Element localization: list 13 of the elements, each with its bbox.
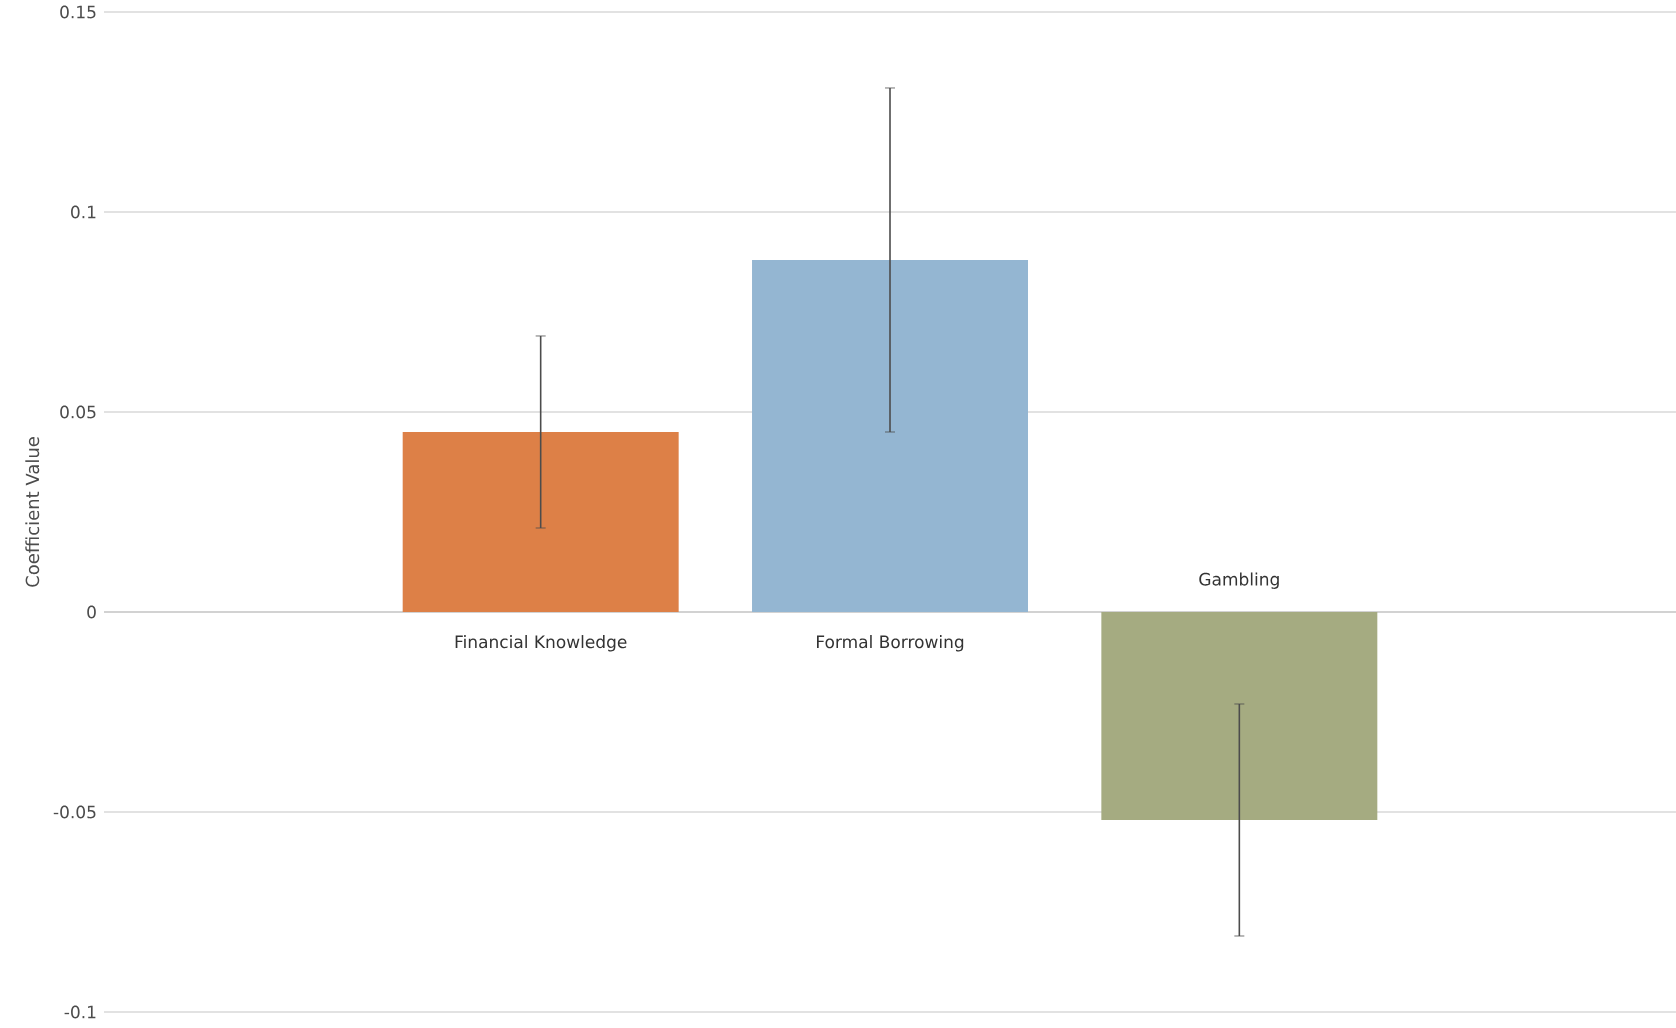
- y-tick-label: -0.1: [64, 1005, 96, 1019]
- x-tick-label: Gambling: [1199, 572, 1279, 589]
- y-tick-label: 0.05: [60, 405, 96, 419]
- x-tick-label: Formal Borrowing: [817, 635, 964, 652]
- y-tick-label: 0.15: [60, 5, 96, 19]
- bar: [402, 431, 679, 612]
- y-tick-label: -0.05: [53, 805, 96, 819]
- x-tick-label: Financial Knowledge: [455, 635, 627, 652]
- bar: [752, 259, 1028, 612]
- y-axis-title: Coefficient Value: [25, 437, 40, 587]
- y-tick-label: 0.1: [71, 205, 96, 219]
- y-tick-label: 0: [87, 605, 96, 619]
- bar: [1101, 611, 1378, 820]
